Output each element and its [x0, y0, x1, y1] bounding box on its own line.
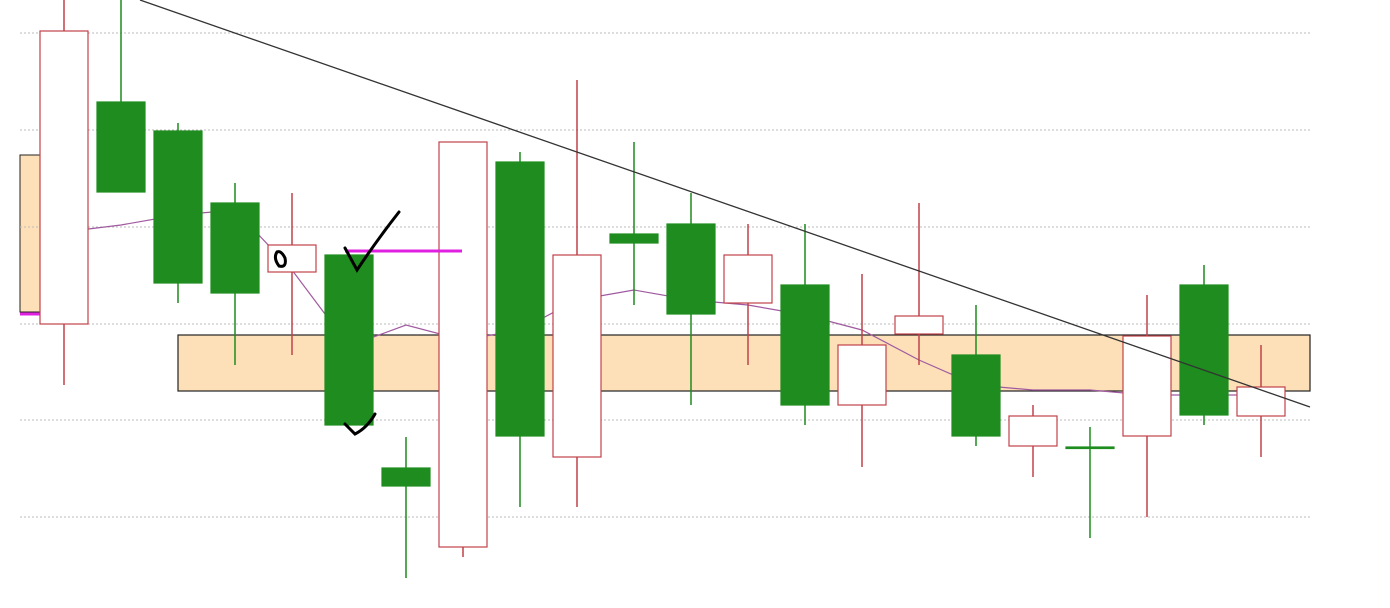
candle-body — [153, 130, 203, 284]
candle-body — [609, 233, 659, 244]
trendline — [139, 0, 1311, 408]
candle-body — [1179, 284, 1229, 416]
candle-body — [1008, 415, 1058, 447]
candle-body — [210, 202, 260, 294]
candle-body — [951, 354, 1001, 437]
hand-check — [343, 412, 377, 436]
hand-circle — [273, 250, 287, 268]
candle-body — [894, 315, 944, 335]
candle-body — [39, 30, 89, 325]
hand-check — [343, 210, 401, 273]
candle-body — [780, 284, 830, 406]
candle-body — [837, 344, 887, 406]
candle-body — [324, 254, 374, 426]
candle-body — [495, 161, 545, 437]
candle-body — [723, 254, 773, 304]
moving-average — [63, 209, 1261, 396]
hand-marks — [273, 210, 401, 436]
plot — [20, 0, 1311, 578]
candle-body — [381, 467, 431, 487]
candle-body — [1122, 335, 1172, 437]
candle-body — [1236, 386, 1286, 417]
candle-body — [96, 101, 146, 193]
candle-body — [552, 254, 602, 458]
candle-body — [438, 141, 488, 548]
candle-body — [666, 223, 716, 315]
candle-body — [1065, 446, 1115, 450]
